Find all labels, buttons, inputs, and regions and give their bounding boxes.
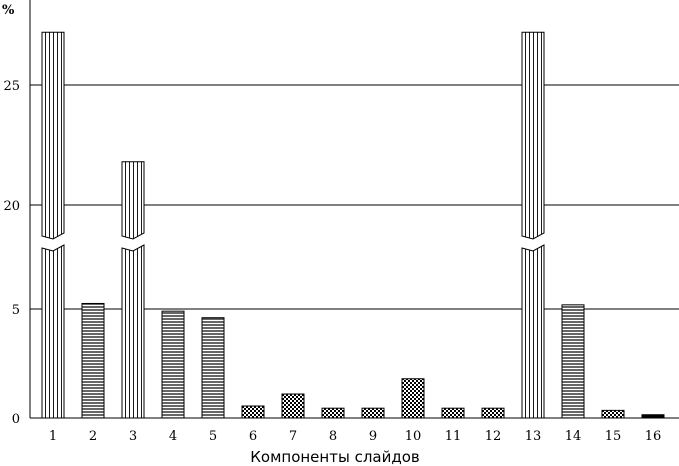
bar-12 xyxy=(481,407,505,419)
x-tick-labels: 1 2 3 4 5 6 7 8 9 10 11 12 13 14 15 16 xyxy=(49,429,661,444)
bar-14-rect xyxy=(561,304,585,419)
x-axis-title: Компоненты слайдов xyxy=(250,448,419,466)
bar-8 xyxy=(321,407,345,419)
bar-9 xyxy=(361,407,385,419)
bar-3-upper xyxy=(121,161,145,240)
bar-13 xyxy=(521,31,545,419)
bar-10-rect xyxy=(401,378,425,419)
x-tick-label: 10 xyxy=(405,429,422,444)
x-tick-label: 7 xyxy=(289,429,297,444)
bar-2 xyxy=(81,302,105,419)
bar-16-rect xyxy=(641,414,665,419)
y-tick-label: 20 xyxy=(3,199,20,214)
x-tick-label: 5 xyxy=(209,429,217,444)
bar-9-rect xyxy=(361,407,385,419)
bar-5-rect xyxy=(201,317,225,419)
bar-10 xyxy=(401,378,425,419)
bar-1-upper xyxy=(41,31,65,240)
y-tick-labels: 0 5 20 25 xyxy=(3,79,20,427)
bar-3 xyxy=(121,161,145,419)
x-tick-label: 14 xyxy=(565,429,582,444)
x-tick-label: 16 xyxy=(645,429,662,444)
x-tick-label: 13 xyxy=(525,429,542,444)
x-tick-label: 4 xyxy=(169,429,177,444)
bar-13-upper xyxy=(521,31,545,240)
bar-15 xyxy=(601,409,625,419)
bar-7 xyxy=(281,393,305,419)
bars xyxy=(41,31,665,419)
bar-8-rect xyxy=(321,407,345,419)
bar-13-lower xyxy=(521,244,545,419)
bar-4 xyxy=(161,310,185,419)
bar-16 xyxy=(641,414,665,419)
bar-4-rect xyxy=(161,310,185,419)
x-tick-label: 8 xyxy=(329,429,337,444)
bar-15-rect xyxy=(601,409,625,419)
bar-11-rect xyxy=(441,407,465,419)
y-tick-label: 5 xyxy=(12,303,20,318)
y-axis-unit: % xyxy=(2,3,15,18)
bar-3-lower xyxy=(121,244,145,419)
x-tick-label: 3 xyxy=(129,429,137,444)
bar-6 xyxy=(241,405,265,419)
bar-2-rect xyxy=(81,302,105,419)
x-tick-label: 1 xyxy=(49,429,57,444)
x-tick-label: 12 xyxy=(485,429,502,444)
bar-12-rect xyxy=(481,407,505,419)
bar-1 xyxy=(41,31,65,419)
y-tick-label: 0 xyxy=(12,412,20,427)
bar-1-lower xyxy=(41,244,65,419)
x-tick-label: 2 xyxy=(89,429,97,444)
y-tick-label: 25 xyxy=(3,79,20,94)
x-tick-label: 11 xyxy=(445,429,462,444)
bar-7-rect xyxy=(281,393,305,419)
bar-11 xyxy=(441,407,465,419)
x-tick-label: 6 xyxy=(249,429,257,444)
bar-14 xyxy=(561,304,585,419)
bar-5 xyxy=(201,317,225,419)
bar-6-rect xyxy=(241,405,265,419)
x-tick-label: 15 xyxy=(605,429,622,444)
x-tick-label: 9 xyxy=(369,429,377,444)
